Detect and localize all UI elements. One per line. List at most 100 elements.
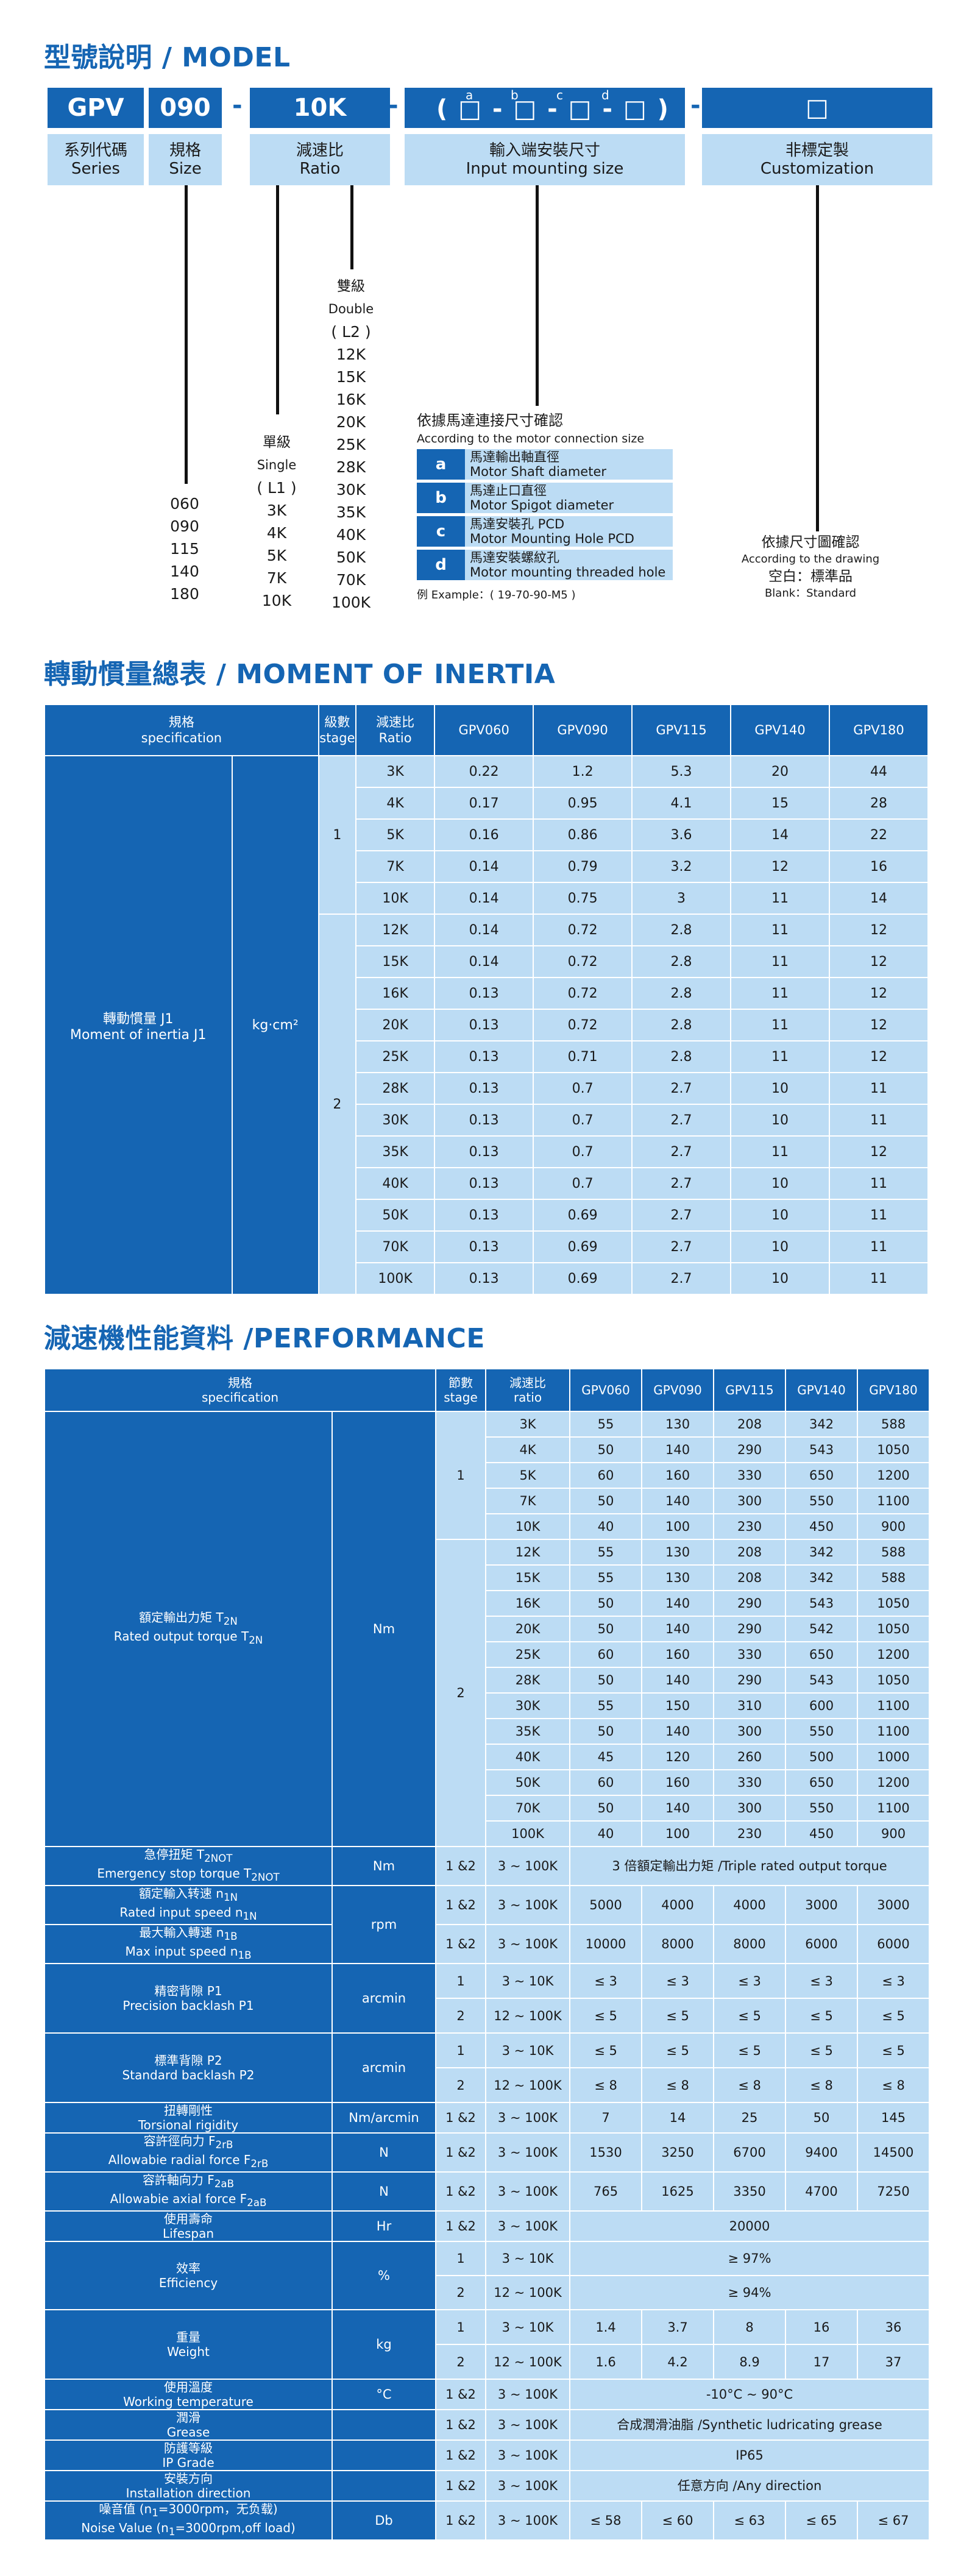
mounting-connector-line <box>536 185 539 406</box>
ratio-cell: 3 ~ 100K <box>485 2500 571 2541</box>
ratio-cell: 35K <box>355 1135 436 1168</box>
mounting-row-d: d 馬達安裝螺紋孔 Motor mounting threaded hole <box>417 550 673 580</box>
mounting-label: 輸入端安裝尺寸 Input mounting size <box>405 134 685 185</box>
size-option: 140 <box>170 562 199 580</box>
table-row: 30K 0.13 0.7 2.7 10 11 <box>44 1104 929 1137</box>
value-cell: 0.22 <box>434 755 534 788</box>
value-cell: 650 <box>785 1769 859 1796</box>
table-row: 最大輸入轉速 n1B Max input speed n1B 1 &2 3 ~ 100… <box>44 1924 931 1964</box>
unit-cell <box>331 2409 437 2441</box>
ratio-cell: 3 ~ 10K <box>485 1963 571 1999</box>
value-cell: 4.1 <box>631 787 732 820</box>
value-cell: 330 <box>713 1641 787 1668</box>
value-cell: 300 <box>713 1488 787 1514</box>
performance-section-title: 減速機性能資料 /PERFORMANCE <box>44 1323 485 1354</box>
value-cell: ≤ 5 <box>713 1998 787 2034</box>
inertia-section-title: 轉動慣量總表 / MOMENT OF INERTIA <box>44 659 556 690</box>
unit-cell: Nm <box>331 1411 437 1847</box>
ratio-cell: 25K <box>485 1641 571 1668</box>
value-cell: 7 <box>569 2102 643 2134</box>
value-cell: ≤ 3 <box>569 1963 643 1999</box>
value-cell: 1.2 <box>533 755 633 788</box>
stage-cell: 1 &2 <box>435 2171 487 2212</box>
table-row: 4K 0.17 0.95 4.1 15 28 <box>44 787 929 820</box>
single-ratio-option: 5K <box>266 547 287 564</box>
value-cell: ≤ 60 <box>641 2500 715 2541</box>
value-cell: ≤ 5 <box>785 1998 859 2034</box>
value-cell: 160 <box>641 1641 715 1668</box>
value-cell: 130 <box>641 1564 715 1591</box>
mounting-example: 例 Example：( 19-70-90-M5 ) <box>417 589 576 601</box>
value-cell: ≥ 97% <box>569 2241 931 2276</box>
value-cell: 310 <box>713 1692 787 1719</box>
value-cell: 6000 <box>785 1924 859 1964</box>
value-cell: 10 <box>730 1072 830 1105</box>
ratio-cell: 30K <box>355 1104 436 1137</box>
model-header: GPV180 <box>857 1368 931 1412</box>
stage-cell: 2 <box>317 914 357 1295</box>
value-cell: 16 <box>828 850 929 883</box>
ratio-cell: 5K <box>355 818 436 851</box>
value-cell: 330 <box>713 1462 787 1489</box>
value-cell: 140 <box>641 1488 715 1514</box>
mounting-desc: 馬達輸出軸直徑 Motor Shaft diameter <box>465 449 673 480</box>
table-row: 使用壽命 Lifespan Hr 1 &2 3 ~ 100K 20000 <box>44 2210 931 2242</box>
ratio-cell: 7K <box>355 850 436 883</box>
double-ratio-option: 70K <box>336 571 366 589</box>
spec-header: 規格 specification <box>44 704 319 756</box>
custom-connector-line <box>816 185 819 531</box>
value-cell: 900 <box>857 1513 931 1540</box>
stage-cell: 1 &2 <box>435 2379 487 2410</box>
value-cell: 0.13 <box>434 977 534 1010</box>
value-cell: 1.4 <box>569 2309 643 2345</box>
mounting-row-b: b 馬達止口直徑 Motor Spigot diameter <box>417 483 673 513</box>
value-cell: 20 <box>730 755 830 788</box>
value-cell: 0.69 <box>533 1230 633 1263</box>
stage-cell: 1 &2 <box>435 2102 487 2134</box>
single-ratio-option: 10K <box>261 592 292 609</box>
value-cell: 0.72 <box>533 977 633 1010</box>
value-cell: 40 <box>569 1820 643 1847</box>
unit-cell: % <box>331 2241 437 2310</box>
ratio-cell: 3 ~ 100K <box>485 2171 571 2212</box>
table-row: 28K 0.13 0.7 2.7 10 11 <box>44 1072 929 1105</box>
stage-header: 節數 stage <box>435 1368 487 1412</box>
value-cell: 0.7 <box>533 1167 633 1200</box>
ratio-cell: 12 ~ 100K <box>485 2344 571 2380</box>
ratio-cell: 12 ~ 100K <box>485 2067 571 2103</box>
value-cell: 11 <box>730 945 830 978</box>
customization-label: 非標定製 Customization <box>702 134 932 185</box>
value-cell: ≤ 8 <box>857 2067 931 2103</box>
value-cell: ≤ 5 <box>785 2032 859 2068</box>
ratio-cell: 3 ~ 10K <box>485 2032 571 2068</box>
value-cell: 55 <box>569 1564 643 1591</box>
table-row: 重量 Weight kg 1 3 ~ 10K 1.4 3.7 8 16 36 <box>44 2309 931 2380</box>
value-cell: 3350 <box>713 2171 787 2212</box>
ratio-cell: 3 ~ 100K <box>485 2132 571 2173</box>
unit-cell: N <box>331 2171 437 2212</box>
table-row: 16K 50 140 290 543 1050 <box>44 1590 931 1617</box>
value-cell: 4000 <box>641 1885 715 1925</box>
ratio-cell: 10K <box>355 882 436 915</box>
value-cell: 290 <box>713 1667 787 1694</box>
value-cell: 2.7 <box>631 1167 732 1200</box>
ratio-code-box: 10K <box>250 88 390 128</box>
stage-cell: 1 &2 <box>435 2132 487 2173</box>
ratio-cell: 40K <box>355 1167 436 1200</box>
value-cell: 2.7 <box>631 1230 732 1263</box>
single-ratio-option: 7K <box>266 569 287 587</box>
value-cell: 290 <box>713 1436 787 1463</box>
ratio-cell: 16K <box>485 1590 571 1617</box>
mounting-key: d <box>417 550 465 580</box>
emergency-label: 急停扭矩 T2NOT Emergency stop torque T2NOT <box>44 1846 333 1886</box>
stage-cell: 1 &2 <box>435 1846 487 1886</box>
stage-cell: 1 &2 <box>435 2210 487 2242</box>
value-cell: 550 <box>785 1718 859 1745</box>
code-dash: - <box>690 91 701 119</box>
value-cell: 0.13 <box>434 1135 534 1168</box>
value-cell: 650 <box>785 1641 859 1668</box>
value-cell: 11 <box>828 1072 929 1105</box>
value-cell: 0.95 <box>533 787 633 820</box>
table-row: 5K 0.16 0.86 3.6 14 22 <box>44 818 929 851</box>
ratio-cell: 40K <box>485 1744 571 1770</box>
